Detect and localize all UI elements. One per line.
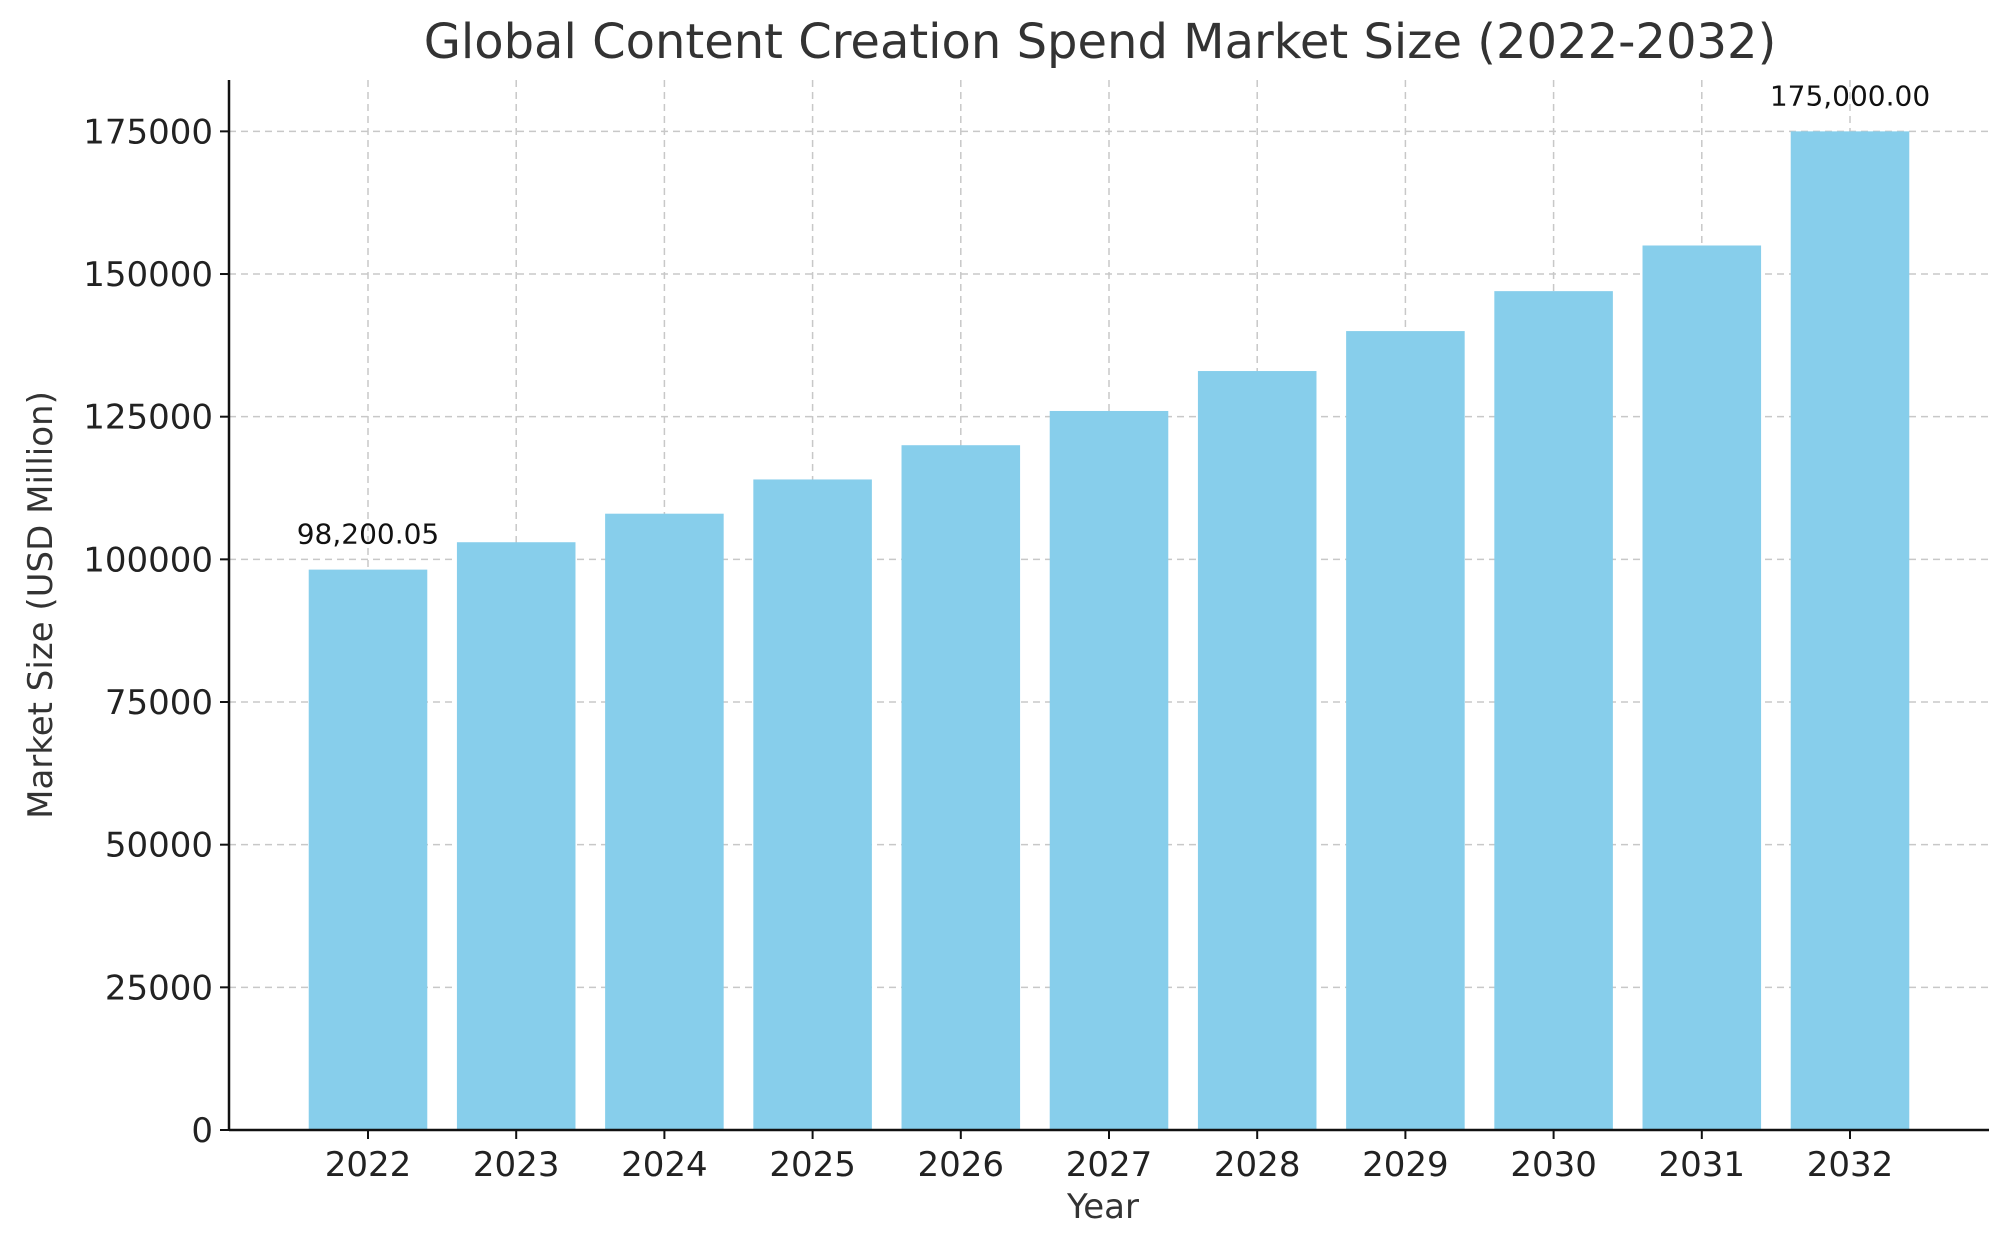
x-tick-label: 2022 [325,1145,412,1185]
y-axis-label: Market Size (USD Million) [21,391,61,819]
bar-2026 [901,445,1021,1130]
bar-2025 [753,479,872,1130]
x-tick-label: 2023 [473,1145,560,1185]
chart-title: Global Content Creation Spend Market Siz… [424,14,1777,70]
x-tick-label: 2028 [1214,1145,1301,1185]
y-tick-label: 100000 [83,540,213,580]
y-tick-label: 25000 [105,968,213,1008]
x-tick-label: 2030 [1510,1145,1597,1185]
bar-2028 [1197,371,1317,1131]
bar-2031 [1642,245,1762,1130]
data-labels: 98,200.05 175,000.00 [297,79,1930,550]
x-tick-label: 2027 [1066,1145,1153,1185]
bars [308,131,1910,1131]
y-tick-label: 75000 [105,683,213,723]
y-tick-label: 0 [191,1111,213,1151]
x-tick-label: 2031 [1659,1145,1746,1185]
bar-2032 [1790,131,1910,1130]
data-label-2032: 175,000.00 [1770,79,1930,112]
x-tick-label: 2032 [1807,1145,1894,1185]
x-tick-label: 2026 [918,1145,1005,1185]
tick-labels: 0 25000 50000 75000 100000 125000 150000 175000… [83,112,1893,1185]
x-tick-label: 2025 [769,1145,856,1185]
bar-2029 [1346,331,1465,1131]
data-label-2022: 98,200.05 [297,518,440,551]
y-tick-label: 175000 [83,112,213,152]
x-axis-label: Year [1066,1187,1139,1227]
bar-2024 [605,513,724,1130]
bar-2027 [1049,410,1169,1130]
y-tick-label: 150000 [83,255,213,295]
bar-2030 [1494,291,1613,1130]
x-tick-label: 2029 [1362,1145,1449,1185]
x-tick-label: 2024 [621,1145,708,1185]
axes [220,80,1989,1139]
bar-2023 [456,542,576,1130]
y-tick-label: 50000 [105,826,213,866]
bar-2022 [308,569,428,1130]
y-tick-label: 125000 [83,398,213,438]
